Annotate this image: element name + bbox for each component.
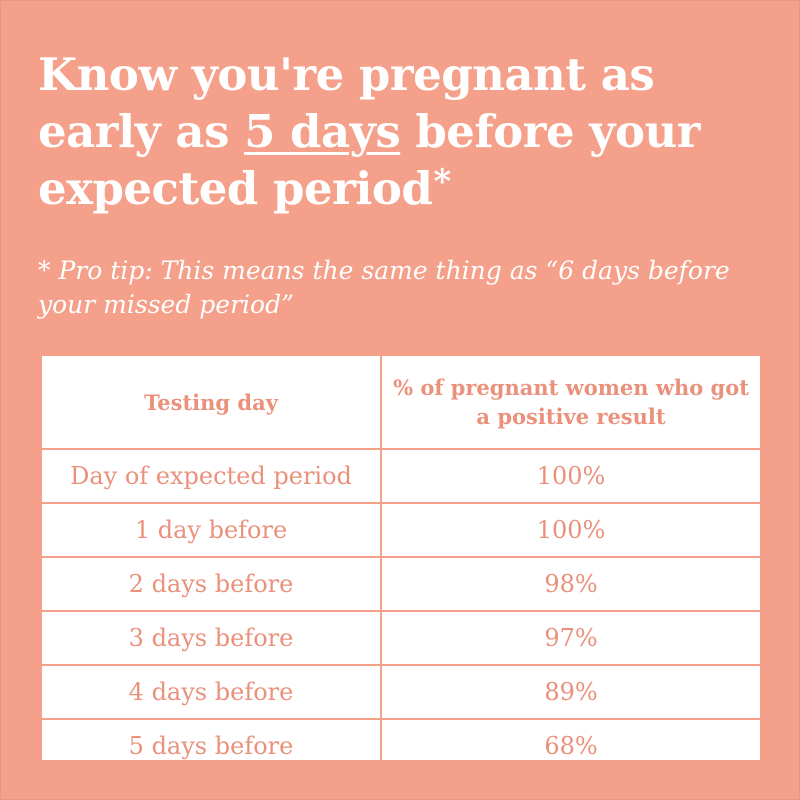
headline-text-end: before your expected period	[38, 105, 700, 215]
table-header-row: Testing day % of pregnant women who got …	[40, 354, 762, 450]
pro-tip-note: * Pro tip: This means the same thing as …	[38, 256, 730, 319]
table-row: 3 days before 97%	[40, 610, 762, 666]
results-table-container: Testing day % of pregnant women who got …	[40, 354, 762, 774]
testing-day-cell: 3 days before	[40, 610, 382, 666]
headline-asterisk: *	[433, 162, 451, 202]
testing-day-cell: Day of expected period	[40, 448, 382, 504]
headline-text-start: Know you're pregnant as early as	[38, 48, 655, 158]
table-row: 1 day before 100%	[40, 502, 762, 558]
testing-day-cell: 4 days before	[40, 664, 382, 720]
table-row: Day of expected period 100%	[40, 448, 762, 504]
headline-emphasis: 5 days	[244, 105, 401, 158]
table-row: 5 days before 68%	[40, 718, 762, 774]
percent-cell: 97%	[380, 610, 762, 666]
testing-day-cell: 5 days before	[40, 718, 382, 774]
percent-cell: 98%	[380, 556, 762, 612]
results-table: Testing day % of pregnant women who got …	[40, 354, 762, 774]
headline: Know you're pregnant as early as 5 days …	[38, 46, 778, 217]
percent-cell: 100%	[380, 448, 762, 504]
table-row: 4 days before 89%	[40, 664, 762, 720]
percent-cell: 100%	[380, 502, 762, 558]
header-testing-day: Testing day	[40, 354, 382, 450]
testing-day-cell: 2 days before	[40, 556, 382, 612]
percent-cell: 89%	[380, 664, 762, 720]
percent-cell: 68%	[380, 718, 762, 774]
table-row: 2 days before 98%	[40, 556, 762, 612]
testing-day-cell: 1 day before	[40, 502, 382, 558]
header-positive-percent: % of pregnant women who got a positive r…	[380, 354, 762, 450]
